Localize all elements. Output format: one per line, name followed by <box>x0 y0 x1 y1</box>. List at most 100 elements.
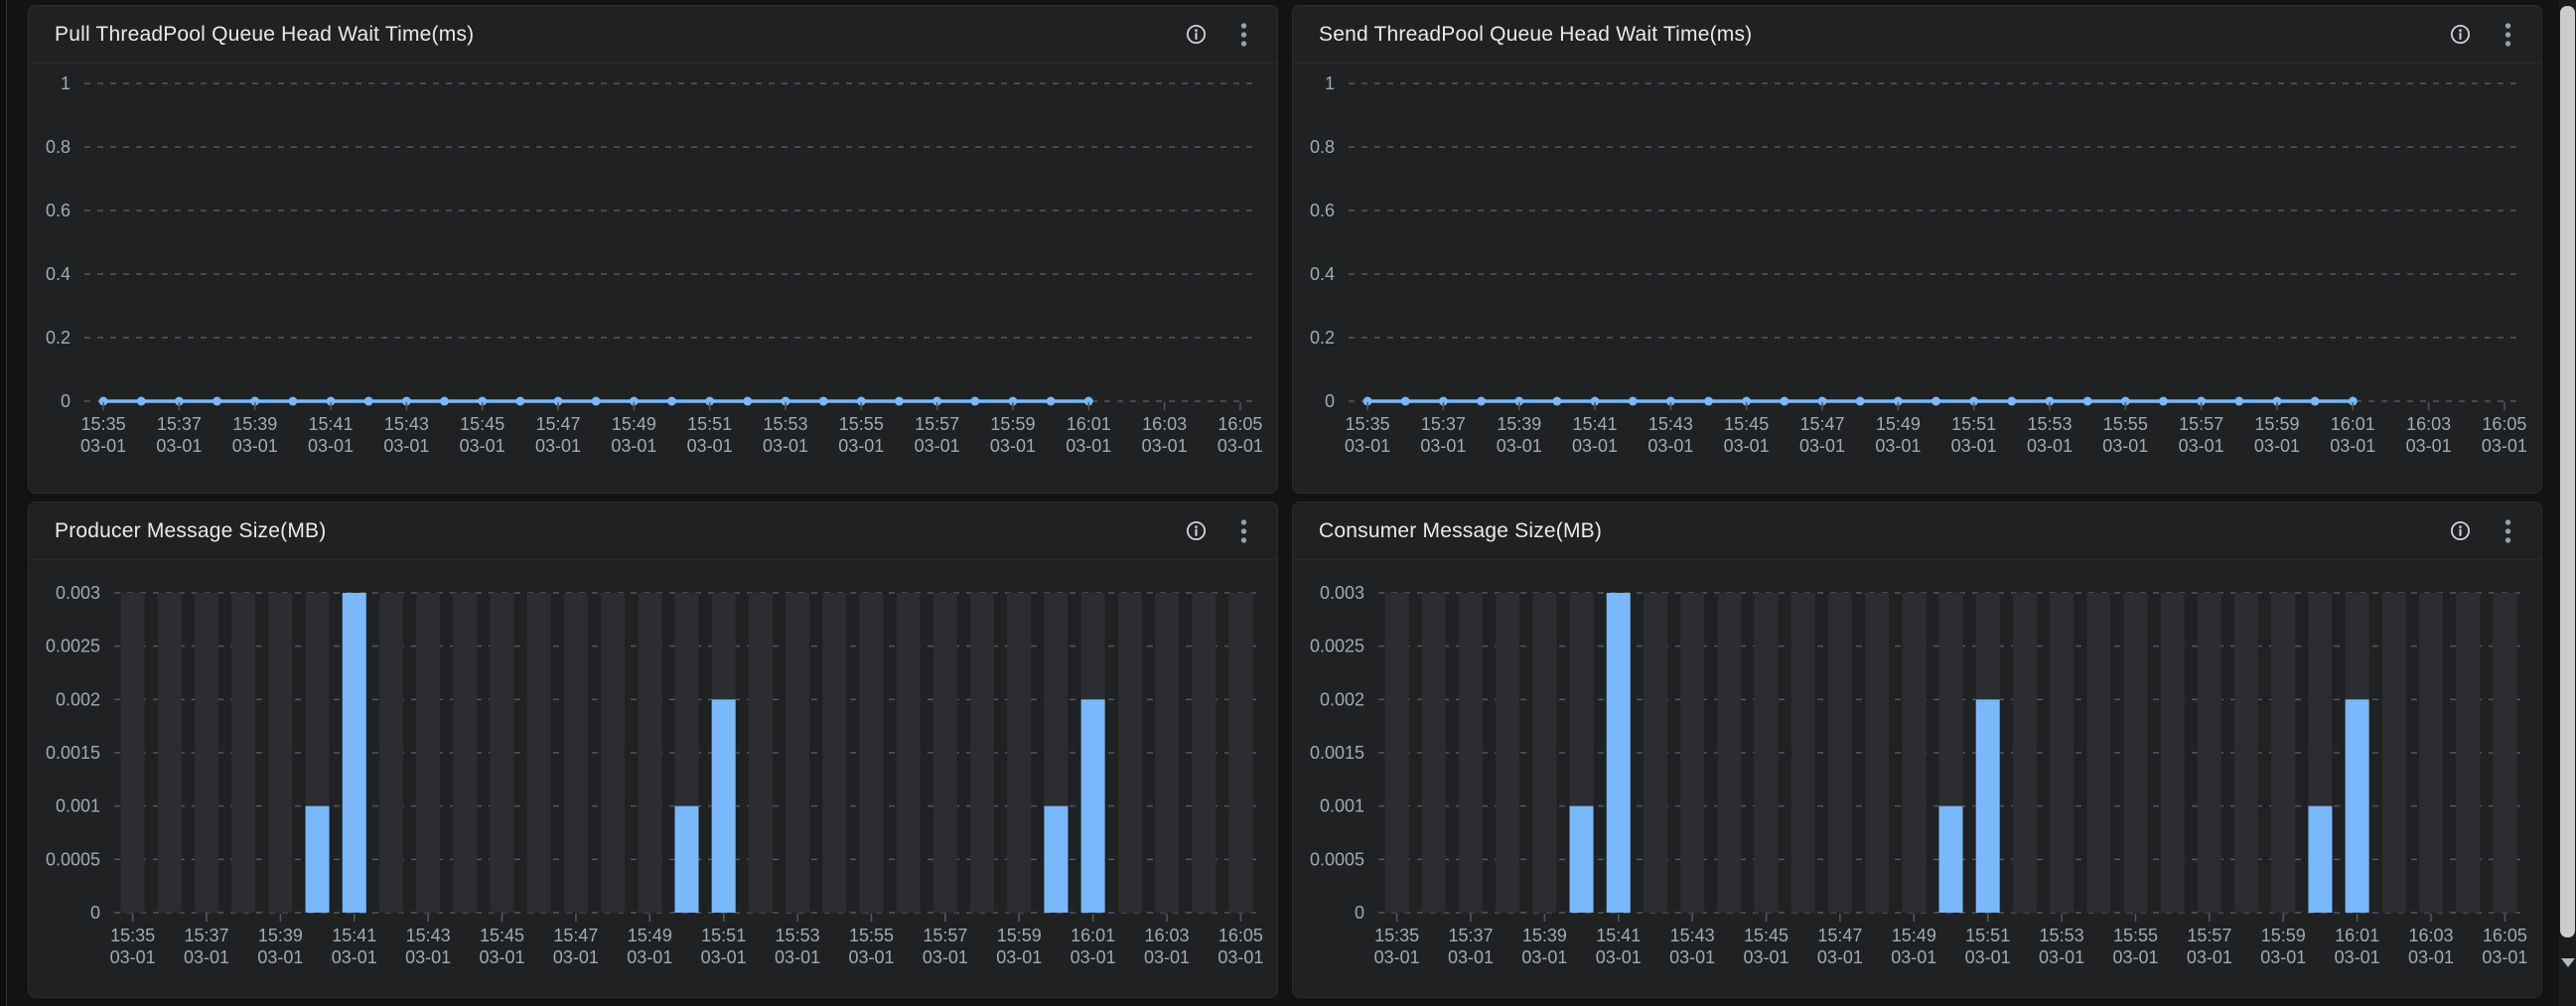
svg-text:15:55: 15:55 <box>849 926 894 945</box>
svg-text:0.2: 0.2 <box>1310 328 1335 348</box>
svg-text:15:43: 15:43 <box>384 414 429 434</box>
more-menu-icon[interactable] <box>2496 22 2519 47</box>
svg-text:0: 0 <box>90 903 100 923</box>
svg-text:15:49: 15:49 <box>1876 414 1921 434</box>
svg-text:03-01: 03-01 <box>460 436 505 456</box>
panel-title: Consumer Message Size(MB) <box>1319 518 1603 542</box>
info-icon[interactable] <box>2448 519 2472 543</box>
info-icon[interactable] <box>1184 23 1208 47</box>
svg-text:0.8: 0.8 <box>1310 137 1335 157</box>
svg-text:15:35: 15:35 <box>81 414 126 434</box>
panel-header: Send ThreadPool Queue Head Wait Time(ms) <box>1293 6 2541 64</box>
more-menu-icon[interactable] <box>1231 22 1255 47</box>
svg-text:15:37: 15:37 <box>184 926 228 945</box>
svg-text:15:57: 15:57 <box>923 926 967 945</box>
svg-text:03-01: 03-01 <box>1345 436 1390 456</box>
panel-producer-message-size: Producer Message Size(MB) 0 0.0005 0.001 0.… <box>28 502 1278 998</box>
svg-text:03-01: 03-01 <box>1669 947 1715 967</box>
svg-text:15:41: 15:41 <box>332 926 376 945</box>
scrollbar-thumb[interactable] <box>2560 6 2575 937</box>
svg-text:03-01: 03-01 <box>1420 436 1466 456</box>
svg-text:03-01: 03-01 <box>2112 947 2158 967</box>
svg-text:03-01: 03-01 <box>838 436 884 456</box>
producer-message-size-chart[interactable]: 0 0.0005 0.001 0.0015 0.002 0.0025 0.003 15:35 0… <box>29 560 1277 997</box>
scrollbar-track[interactable] <box>2559 0 2576 1006</box>
panel-send-threadpool-wait-time: Send ThreadPool Queue Head Wait Time(ms)… <box>1292 5 2542 494</box>
svg-text:0.0005: 0.0005 <box>1310 849 1364 869</box>
svg-text:15:51: 15:51 <box>701 926 746 945</box>
svg-text:03-01: 03-01 <box>996 947 1042 967</box>
svg-text:0: 0 <box>1355 903 1364 923</box>
svg-text:0.002: 0.002 <box>1320 689 1364 709</box>
svg-text:03-01: 03-01 <box>535 436 581 456</box>
svg-text:03-01: 03-01 <box>1071 947 1116 967</box>
svg-text:03-01: 03-01 <box>1572 436 1618 456</box>
svg-text:0.001: 0.001 <box>56 796 100 816</box>
svg-text:15:59: 15:59 <box>2261 926 2306 945</box>
more-menu-icon[interactable] <box>2496 518 2519 543</box>
svg-text:15:53: 15:53 <box>776 926 820 945</box>
scrollbar-down-arrow[interactable] <box>2560 951 2575 973</box>
svg-text:15:43: 15:43 <box>406 926 451 945</box>
send-wait-time-chart[interactable]: 0 0.2 0.4 0.6 0.8 1 15:35 03-01 15:37 03-01 15:39 0… <box>1293 64 2541 493</box>
svg-text:03-01: 03-01 <box>1497 436 1542 456</box>
svg-text:15:39: 15:39 <box>1522 926 1567 945</box>
svg-text:03-01: 03-01 <box>2102 436 2148 456</box>
svg-text:0.001: 0.001 <box>1320 796 1364 816</box>
svg-text:0.003: 0.003 <box>1320 583 1364 603</box>
svg-text:15:45: 15:45 <box>460 414 504 434</box>
svg-text:0.002: 0.002 <box>56 689 100 709</box>
svg-text:15:55: 15:55 <box>839 414 884 434</box>
svg-text:03-01: 03-01 <box>775 947 820 967</box>
svg-text:0: 0 <box>61 391 71 411</box>
svg-text:16:03: 16:03 <box>1142 414 1187 434</box>
svg-text:15:37: 15:37 <box>1421 414 1466 434</box>
svg-text:15:57: 15:57 <box>915 414 959 434</box>
svg-text:03-01: 03-01 <box>2027 436 2073 456</box>
down-arrow-icon <box>2560 957 2575 967</box>
svg-text:03-01: 03-01 <box>1448 947 1494 967</box>
svg-text:15:59: 15:59 <box>990 414 1035 434</box>
svg-text:03-01: 03-01 <box>1142 436 1188 456</box>
info-icon[interactable] <box>2448 23 2472 47</box>
svg-text:03-01: 03-01 <box>480 947 525 967</box>
svg-text:03-01: 03-01 <box>2260 947 2306 967</box>
svg-text:0.0015: 0.0015 <box>46 743 100 763</box>
svg-text:03-01: 03-01 <box>2482 947 2527 967</box>
page-left-edge <box>0 0 7 1006</box>
svg-text:0.0015: 0.0015 <box>1310 743 1364 763</box>
consumer-message-size-chart[interactable]: 0 0.0005 0.001 0.0015 0.002 0.0025 0.003 15:35 0… <box>1293 560 2541 997</box>
svg-text:16:03: 16:03 <box>2408 926 2453 945</box>
svg-text:03-01: 03-01 <box>257 947 303 967</box>
svg-text:15:47: 15:47 <box>553 926 598 945</box>
info-icon[interactable] <box>1184 519 1208 543</box>
svg-text:16:01: 16:01 <box>2335 926 2379 945</box>
panel-header: Consumer Message Size(MB) <box>1293 503 2541 560</box>
svg-text:03-01: 03-01 <box>110 947 156 967</box>
svg-text:15:35: 15:35 <box>1346 414 1390 434</box>
panel-pull-threadpool-wait-time: Pull ThreadPool Queue Head Wait Time(ms)… <box>28 5 1278 494</box>
panel-header: Producer Message Size(MB) <box>29 503 1277 560</box>
svg-text:15:41: 15:41 <box>309 414 354 434</box>
svg-text:03-01: 03-01 <box>1596 947 1642 967</box>
svg-text:0.6: 0.6 <box>46 201 71 220</box>
svg-text:16:05: 16:05 <box>1217 414 1262 434</box>
svg-text:15:51: 15:51 <box>1965 926 2010 945</box>
svg-text:1: 1 <box>1325 73 1335 93</box>
svg-text:03-01: 03-01 <box>2335 947 2380 967</box>
svg-text:03-01: 03-01 <box>232 436 278 456</box>
panel-header: Pull ThreadPool Queue Head Wait Time(ms) <box>29 6 1277 64</box>
svg-text:15:57: 15:57 <box>2187 926 2231 945</box>
svg-text:15:35: 15:35 <box>110 926 155 945</box>
pull-wait-time-chart[interactable]: 0 0.2 0.4 0.6 0.8 1 15:35 03-01 15:37 03-01 15:39 0… <box>29 64 1277 493</box>
svg-text:16:01: 16:01 <box>1071 926 1115 945</box>
svg-text:03-01: 03-01 <box>1965 947 2011 967</box>
svg-text:15:53: 15:53 <box>763 414 807 434</box>
svg-text:03-01: 03-01 <box>2187 947 2232 967</box>
svg-text:03-01: 03-01 <box>2330 436 2375 456</box>
more-menu-icon[interactable] <box>1231 518 1255 543</box>
svg-text:03-01: 03-01 <box>1817 947 1863 967</box>
svg-text:03-01: 03-01 <box>1217 947 1263 967</box>
svg-text:03-01: 03-01 <box>2406 436 2452 456</box>
svg-text:03-01: 03-01 <box>1875 436 1921 456</box>
